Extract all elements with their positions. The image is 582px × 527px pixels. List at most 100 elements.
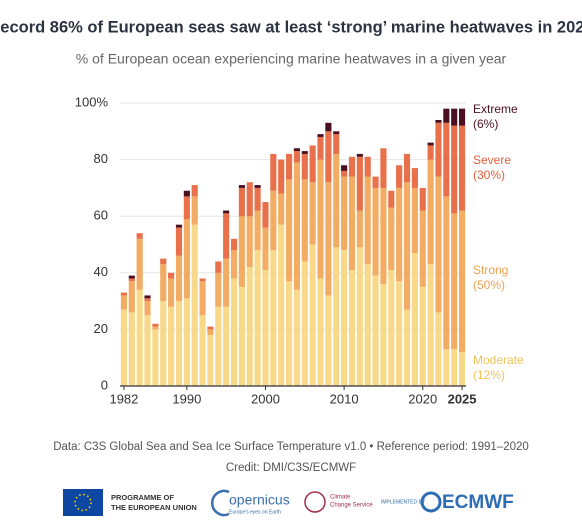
bar-segment [183,219,190,299]
bar-segment [388,207,395,270]
bar-segment [380,187,387,285]
bar-segment [435,176,442,313]
bar-segment [333,131,340,135]
bar-segment [380,284,387,386]
x-tick-label: 2000 [251,391,280,406]
bar-segment [254,187,261,211]
eu-stars [74,493,92,512]
bar-segment [128,312,135,386]
bar-segment [278,224,285,386]
bar-segment [333,153,340,248]
bar-segment [403,309,411,386]
bar-segment [207,326,214,330]
source: Data: C3S Global Sea and Sea Ice Surface… [53,441,529,453]
bar-segment [183,298,190,386]
bar-segment [372,176,379,188]
bar-segment [317,159,324,279]
bar-segment [419,286,426,386]
bar-segment [451,349,458,386]
bar-segment [183,196,190,220]
bar-segment [451,213,458,350]
bar-segment [348,176,356,270]
bar-segment [136,238,143,290]
bar-segment [120,295,127,310]
bar-segment [254,250,261,386]
bar-segment [341,176,348,251]
bar-segment [325,295,332,386]
bar-segment [427,145,434,160]
bar-segment [175,301,183,386]
bar-segment [301,261,308,386]
bar-segment [427,159,434,265]
bar-segment [152,323,159,327]
bar-segment [262,227,269,270]
bar-segment [341,250,348,386]
bar-segment [207,335,214,386]
legend-share: (6%) [473,117,498,131]
eu-text: THE EUROPEAN UNION [111,503,197,512]
bar-segment [427,142,434,146]
bar-segment [451,125,458,214]
bar-segment [396,187,403,282]
bar-segment [278,159,285,194]
bar-segment [419,210,426,287]
bar-segment [144,301,151,316]
bar-segment [317,278,324,386]
bar-segment [183,190,190,197]
bar-segment [136,233,143,239]
bar-segment [175,227,183,256]
x-tick-label: 2010 [330,391,359,406]
bar-segment [128,275,135,279]
bar-segment [215,261,222,273]
bar-segment [254,210,261,251]
bar-segment [223,306,230,386]
bar-segment [238,187,245,217]
bar-segment [459,352,466,386]
y-tick-label: 60 [94,208,108,223]
bar-segment [333,134,340,154]
bar-segment [411,168,418,188]
bar-segment [230,238,238,251]
bar-segment [254,185,261,188]
ecmwf-logo [420,491,442,513]
legend-share: (12%) [473,368,505,382]
bar-segment [293,289,300,386]
bar-segment [301,151,308,154]
credit: Credit: DMI/C3S/ECMWF [226,462,356,474]
bar-segment [348,269,356,386]
bar-segment [128,278,135,282]
bar-segment [459,108,466,126]
bar-segment [388,269,395,386]
bar-segment [443,122,450,197]
bar-segment [388,190,395,208]
bar-segment [325,122,332,132]
y-tick-label: 20 [94,321,108,336]
bar-segment [293,148,300,152]
bar-segment [191,196,198,225]
bar-segment [120,292,127,296]
implemented: IMPLEMENTED BY [381,499,426,505]
legend-label: Severe [473,153,511,167]
chart-title: Record 86% of European seas saw at least… [0,18,582,36]
bar-segment [443,108,450,123]
legend-label: Strong [473,263,508,277]
bar-segment [270,153,277,191]
legend-label: Extreme [473,102,518,116]
copernicus-sub: Europe's eyes on Earth [229,509,281,515]
bar-segment [215,306,222,386]
bar-segment [262,269,269,386]
x-tick-label: 1990 [172,391,201,406]
bar-segment [175,224,183,228]
bar-segment [246,216,253,268]
bar-segment [238,185,245,188]
bar-segment [317,136,324,160]
bar-segment [364,264,371,386]
y-tick-label: 40 [94,264,108,279]
bar-segment [301,153,308,180]
bar-segment [309,182,316,245]
bar-segment [238,216,245,287]
legend-label: Moderate [473,353,524,367]
bar-segment [160,301,167,386]
bar-segment [411,187,418,253]
bar-segment [356,156,363,211]
